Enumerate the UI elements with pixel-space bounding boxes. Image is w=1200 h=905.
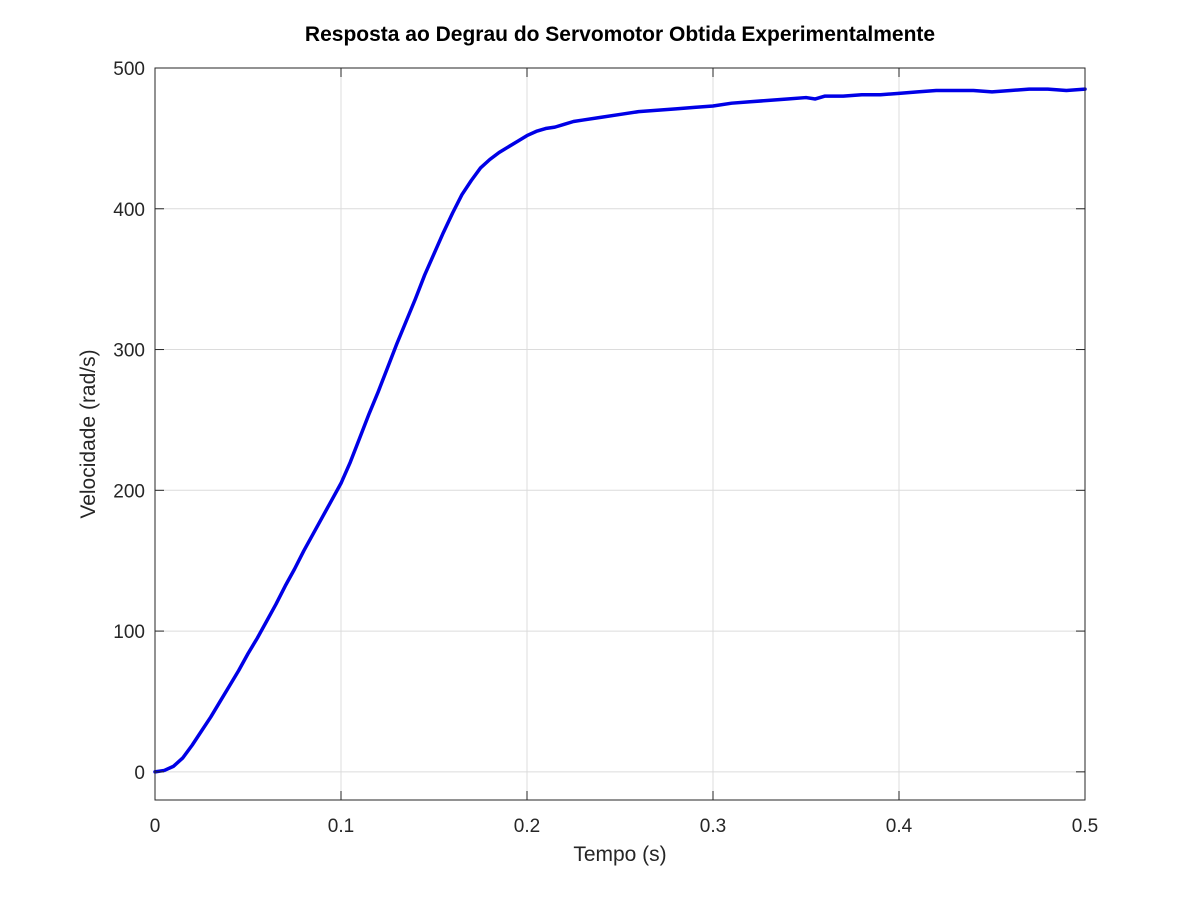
series-line (153, 87, 1087, 774)
x-tick-label: 0.1 (328, 816, 354, 837)
plot-lines (153, 87, 1087, 774)
x-tick-label: 0 (150, 816, 161, 837)
y-tick-label: 400 (113, 200, 145, 221)
x-tick-label: 0.4 (886, 816, 913, 837)
x-axis-label: Tempo (s) (573, 843, 666, 866)
x-tick-label: 0.5 (1072, 816, 1098, 837)
x-tick-label: 0.3 (700, 816, 726, 837)
axis-ticks: 0 0.1 0.2 0.3 0.4 0.5 0 100 200 300 400 500 (113, 59, 1098, 837)
axes-box (154, 67, 1086, 801)
y-tick-label: 100 (113, 622, 145, 643)
y-tick-label: 500 (113, 59, 145, 80)
y-axis-label: Velocidade (rad/s) (77, 349, 100, 518)
x-tick-label: 0.2 (514, 816, 540, 837)
y-tick-label: 0 (134, 763, 145, 784)
y-tick-label: 200 (113, 481, 145, 502)
y-tick-label: 300 (113, 341, 145, 362)
chart-title: Resposta ao Degrau do Servomotor Obtida … (305, 23, 935, 46)
